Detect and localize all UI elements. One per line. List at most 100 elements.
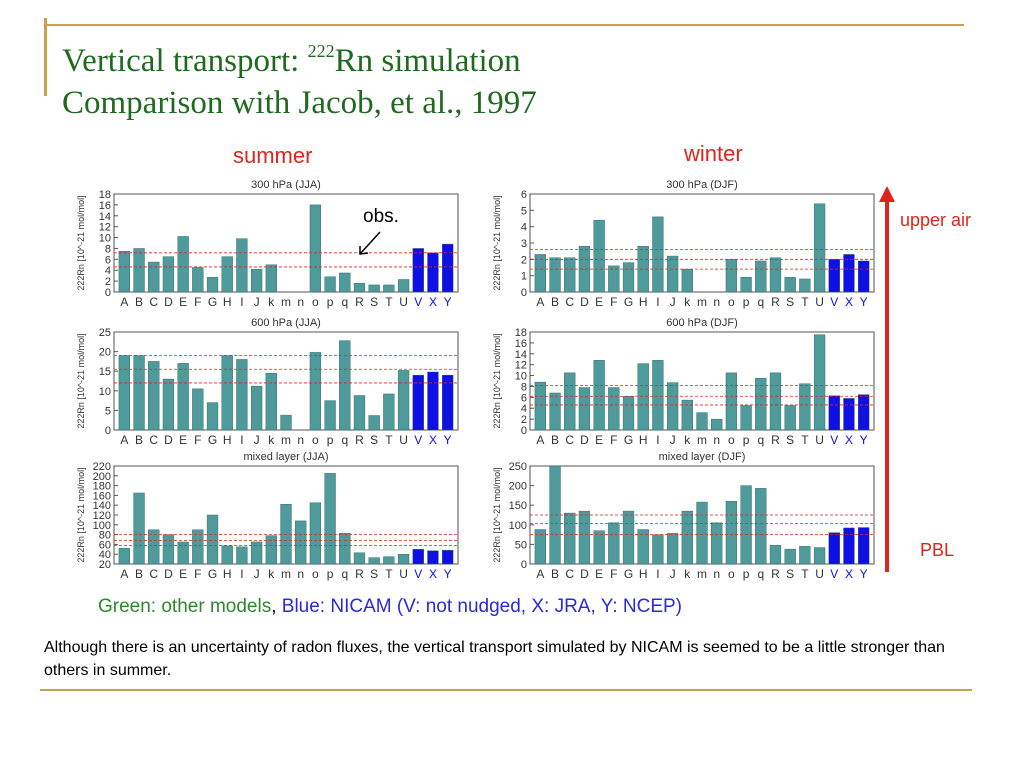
- pbl-label: PBL: [920, 540, 955, 560]
- y-tick-label: 160: [93, 490, 111, 502]
- x-tick-label: A: [536, 567, 544, 581]
- y-tick-label: 25: [99, 327, 111, 339]
- y-tick-label: 4: [105, 265, 111, 277]
- upward-arrow-shaft: [885, 200, 889, 572]
- x-tick-label: m: [281, 433, 291, 447]
- x-tick-label: A: [120, 433, 128, 447]
- model-bar: [578, 387, 591, 431]
- x-tick-label: Y: [444, 433, 452, 447]
- x-tick-label: n: [297, 567, 304, 581]
- x-tick-label: D: [164, 567, 173, 581]
- x-tick-label: q: [341, 433, 348, 447]
- model-bar: [549, 257, 561, 293]
- model-bar: [236, 546, 248, 565]
- x-tick-label: Y: [860, 295, 868, 309]
- model-bar: [236, 238, 248, 293]
- title-line1-prefix: Vertical transport:: [62, 43, 308, 79]
- x-tick-label: p: [743, 567, 750, 581]
- x-tick-label: R: [771, 567, 780, 581]
- plot-frame: [113, 193, 459, 293]
- model-bar: [280, 414, 292, 431]
- x-tick-label: E: [595, 567, 603, 581]
- x-tick-label: C: [565, 295, 574, 309]
- x-tick-label: X: [845, 295, 853, 309]
- y-tick-label: 1: [521, 271, 527, 283]
- model-bar: [740, 405, 752, 431]
- x-tick-label: X: [429, 433, 437, 447]
- model-bar: [148, 529, 160, 565]
- model-bar: [192, 267, 204, 293]
- model-bar: [652, 360, 664, 431]
- x-tick-label: q: [757, 433, 764, 447]
- x-tick-label: U: [815, 433, 824, 447]
- x-tick-label: q: [757, 567, 764, 581]
- model-bar: [711, 522, 723, 565]
- model-bar: [250, 268, 263, 293]
- x-tick-label: V: [414, 295, 422, 309]
- x-tick-label: Y: [444, 295, 452, 309]
- y-tick-label: 16: [99, 200, 111, 212]
- model-bar: [799, 546, 811, 565]
- model-bar: [534, 381, 546, 431]
- x-tick-label: H: [639, 433, 648, 447]
- nicam-bar: [843, 254, 855, 293]
- model-bar: [353, 395, 366, 431]
- x-tick-label: R: [355, 295, 364, 309]
- x-tick-label: k: [684, 567, 691, 581]
- y-tick-label: 14: [515, 349, 527, 361]
- model-bar: [383, 284, 395, 293]
- x-tick-label: Y: [860, 567, 868, 581]
- y-tick-label: 12: [99, 222, 111, 234]
- model-bar: [784, 548, 796, 565]
- x-tick-label: p: [327, 433, 334, 447]
- model-bar: [740, 485, 752, 565]
- x-tick-label: S: [370, 567, 378, 581]
- model-bar: [397, 553, 410, 565]
- model-bar: [324, 400, 336, 431]
- x-tick-label: n: [297, 295, 304, 309]
- y-tick-label: 20: [99, 347, 111, 359]
- model-bar: [740, 277, 752, 293]
- x-tick-label: U: [815, 567, 824, 581]
- nicam-bar: [442, 374, 454, 431]
- y-tick-label: 100: [509, 520, 527, 532]
- y-tick-label: 100: [93, 520, 111, 532]
- model-bar: [368, 415, 380, 431]
- model-bar: [383, 556, 395, 565]
- model-bar: [324, 473, 336, 565]
- x-tick-label: H: [223, 295, 232, 309]
- x-tick-label: n: [713, 567, 720, 581]
- y-tick-label: 250: [509, 461, 527, 473]
- x-tick-label: U: [399, 567, 408, 581]
- x-tick-label: J: [254, 567, 260, 581]
- y-tick-label: 15: [99, 366, 111, 378]
- chart-600hpa-djf: 600 hPa (DJF) 222Rn [10^-21 mol/mol] 02468…: [492, 317, 875, 447]
- x-tick-label: H: [639, 295, 648, 309]
- title-accent-bar: [44, 18, 47, 96]
- model-bar: [133, 355, 145, 431]
- model-bar: [799, 278, 811, 293]
- x-tick-label: p: [743, 433, 750, 447]
- x-tick-label: V: [830, 567, 838, 581]
- upper-air-label: upper air: [900, 210, 972, 230]
- y-tick-label: 0: [521, 425, 527, 437]
- x-tick-label: S: [370, 433, 378, 447]
- nicam-bar: [828, 395, 840, 431]
- y-tick-label: 220: [93, 461, 111, 473]
- title-line-1: Vertical transport: 222Rn simulation: [62, 40, 537, 82]
- y-axis-label: 222Rn [10^-21 mol/mol]: [492, 467, 502, 562]
- model-bar: [755, 378, 767, 431]
- x-tick-label: G: [624, 567, 633, 581]
- model-bar: [813, 334, 826, 431]
- x-tick-label: J: [670, 433, 676, 447]
- y-tick-label: 16: [515, 338, 527, 350]
- x-tick-label: D: [164, 433, 173, 447]
- x-tick-label: G: [208, 567, 217, 581]
- x-tick-label: q: [341, 295, 348, 309]
- model-bar: [177, 236, 189, 293]
- model-bar: [133, 248, 145, 293]
- x-tick-label: B: [135, 567, 143, 581]
- model-bar: [295, 520, 307, 565]
- y-tick-label: 10: [515, 371, 527, 383]
- model-bar: [353, 283, 366, 293]
